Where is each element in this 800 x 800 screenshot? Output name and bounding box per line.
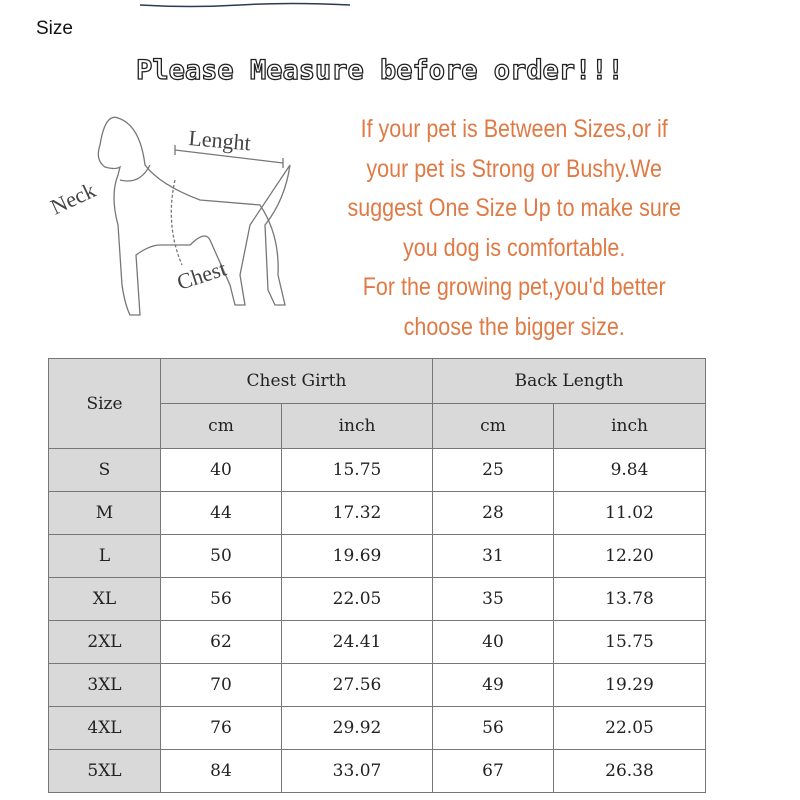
value-cell: 31 bbox=[432, 534, 554, 578]
value-cell: 13.78 bbox=[553, 577, 706, 621]
table-row: XL 56 22.05 35 13.78 bbox=[48, 577, 706, 621]
value-cell: 40 bbox=[160, 448, 282, 492]
value-cell: 9.84 bbox=[553, 448, 706, 492]
dog-measurement-diagram: Lenght Neck Chest bbox=[47, 116, 291, 316]
table-row: 2XL 62 24.41 40 15.75 bbox=[48, 620, 706, 664]
value-cell: 50 bbox=[160, 534, 282, 578]
value-cell: 27.56 bbox=[281, 663, 433, 707]
value-cell: 76 bbox=[160, 706, 282, 750]
advice-line: If your pet is Between Sizes,or if bbox=[360, 115, 668, 143]
value-cell: 28 bbox=[432, 491, 554, 535]
measure-banner-title: Please Measure before order!!! bbox=[136, 54, 625, 86]
size-cell: M bbox=[48, 491, 161, 535]
back-length-header: Back Length bbox=[432, 358, 706, 404]
advice-line: suggest One Size Up to make sure bbox=[347, 194, 681, 222]
table-row: M 44 17.32 28 11.02 bbox=[48, 491, 706, 535]
sizing-advice: If your pet is Between Sizes,or if your … bbox=[325, 110, 703, 347]
chest-girth-header: Chest Girth bbox=[160, 358, 433, 404]
table-row: 4XL 76 29.92 56 22.05 bbox=[48, 706, 706, 750]
value-cell: 25 bbox=[432, 448, 554, 492]
value-cell: 70 bbox=[160, 663, 282, 707]
size-cell: 5XL bbox=[48, 749, 161, 793]
value-cell: 49 bbox=[432, 663, 554, 707]
advice-line: your pet is Strong or Bushy.We bbox=[366, 154, 662, 183]
size-label: Size bbox=[36, 18, 73, 39]
unit-header: cm bbox=[432, 403, 554, 449]
table-row: 5XL 84 33.07 67 26.38 bbox=[48, 749, 706, 793]
unit-header: cm bbox=[160, 403, 282, 449]
value-cell: 22.05 bbox=[281, 577, 433, 621]
value-cell: 15.75 bbox=[281, 448, 433, 492]
table-row: S 40 15.75 25 9.84 bbox=[48, 448, 706, 492]
length-label: Lenght bbox=[188, 125, 252, 155]
unit-header: inch bbox=[553, 403, 706, 449]
chest-label: Chest bbox=[174, 255, 229, 294]
size-cell: L bbox=[48, 534, 161, 578]
advice-line: choose the bigger size. bbox=[403, 312, 625, 341]
table-row: 3XL 70 27.56 49 19.29 bbox=[48, 663, 706, 707]
value-cell: 17.32 bbox=[281, 491, 433, 535]
size-cell: S bbox=[48, 448, 161, 492]
size-cell: 2XL bbox=[48, 620, 161, 664]
value-cell: 44 bbox=[160, 491, 282, 535]
value-cell: 56 bbox=[160, 577, 282, 621]
neck-label: Neck bbox=[47, 177, 100, 219]
size-column-header: Size bbox=[48, 358, 161, 449]
value-cell: 56 bbox=[432, 706, 554, 750]
advice-line: you dog is comfortable. bbox=[403, 233, 626, 262]
value-cell: 22.05 bbox=[553, 706, 706, 750]
value-cell: 84 bbox=[160, 749, 282, 793]
value-cell: 33.07 bbox=[281, 749, 433, 793]
value-cell: 29.92 bbox=[281, 706, 433, 750]
value-cell: 15.75 bbox=[553, 620, 706, 664]
unit-header: inch bbox=[281, 403, 433, 449]
value-cell: 24.41 bbox=[281, 620, 433, 664]
size-cell: 3XL bbox=[48, 663, 161, 707]
value-cell: 35 bbox=[432, 577, 554, 621]
value-cell: 40 bbox=[432, 620, 554, 664]
value-cell: 12.20 bbox=[553, 534, 706, 578]
value-cell: 67 bbox=[432, 749, 554, 793]
size-cell: 4XL bbox=[48, 706, 161, 750]
value-cell: 62 bbox=[160, 620, 282, 664]
value-cell: 19.69 bbox=[281, 534, 433, 578]
value-cell: 26.38 bbox=[553, 749, 706, 793]
size-cell: XL bbox=[48, 577, 161, 621]
value-cell: 11.02 bbox=[553, 491, 706, 535]
decorative-wave-line bbox=[140, 2, 350, 8]
value-cell: 19.29 bbox=[553, 663, 706, 707]
table-row: L 50 19.69 31 12.20 bbox=[48, 534, 706, 578]
size-chart-table: Size Chest Girth Back Length cm inch cm … bbox=[48, 358, 706, 793]
advice-line: For the growing pet,you'd better bbox=[362, 273, 666, 301]
